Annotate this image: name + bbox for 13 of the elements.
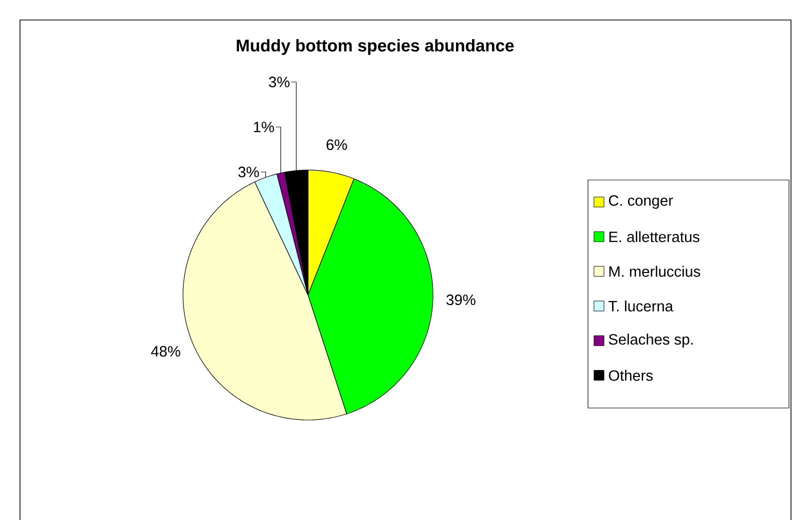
- legend-label: M. merluccius: [609, 266, 700, 277]
- legend-label: Selaches sp.: [608, 333, 693, 348]
- legend-label: Others: [608, 370, 653, 381]
- data-label: 1%: [254, 122, 274, 132]
- data-label: 48%: [151, 346, 180, 356]
- legend-label: T. lucerna: [608, 300, 674, 312]
- data-label: 3%: [238, 166, 259, 178]
- data-label: 39%: [446, 294, 476, 305]
- legend-label: C. conger: [608, 195, 673, 209]
- chart-title: Muddy bottom species abundance: [236, 38, 514, 55]
- data-label: 3%: [268, 76, 290, 88]
- data-label: 6%: [326, 139, 347, 150]
- legend-label: E. alletteratus: [609, 230, 700, 242]
